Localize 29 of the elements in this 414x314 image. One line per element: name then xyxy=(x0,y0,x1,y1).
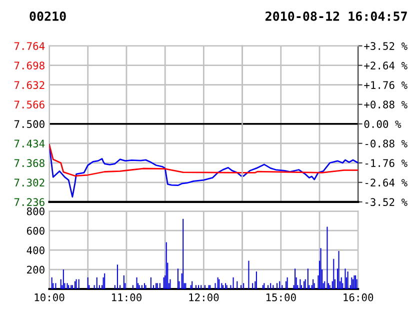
y-tick-label: 7.434 xyxy=(14,140,45,148)
y-tick-label: -1.76 % xyxy=(365,159,408,168)
y-tick-label: -2.64 % xyxy=(365,178,408,187)
y-tick-label: -0.88 % xyxy=(365,140,408,148)
y-tick-label: 800 xyxy=(26,207,44,216)
y-tick-label: 200 xyxy=(27,266,44,274)
y-tick-label: +1.76 % xyxy=(364,81,408,89)
y-tick-label: 7.698 xyxy=(14,62,44,70)
x-tick-label: 15:00 xyxy=(266,293,296,302)
y-tick-label: 600 xyxy=(26,226,44,235)
y-tick-label: +0.88 % xyxy=(364,100,408,108)
chart-title: 2010-08-12 16:04:57 xyxy=(266,11,407,21)
y-tick-label: 0.00 % xyxy=(364,120,402,128)
x-tick-label: 12:00 xyxy=(189,293,219,302)
y-tick-label: 7.632 xyxy=(14,81,44,89)
y-tick-label: 7.764 xyxy=(14,42,45,50)
y-tick-label: +2.64 % xyxy=(364,62,408,70)
x-tick-label: 10:00 xyxy=(34,293,64,302)
x-tick-label: 16:00 xyxy=(344,293,374,302)
y-tick-label: 7.236 xyxy=(14,198,44,206)
y-tick-label: 7.368 xyxy=(14,159,44,168)
x-tick-label: 11:00 xyxy=(112,293,142,302)
y-tick-label: 400 xyxy=(26,246,44,254)
y-tick-label: 7.566 xyxy=(14,100,44,108)
y-tick-label: +3.52 % xyxy=(364,42,408,50)
y-tick-label: 7.500 xyxy=(14,120,44,128)
chart-title: 00210 xyxy=(30,11,66,21)
y-tick-label: 7.302 xyxy=(14,178,44,187)
y-tick-label: -3.52 % xyxy=(365,198,408,206)
